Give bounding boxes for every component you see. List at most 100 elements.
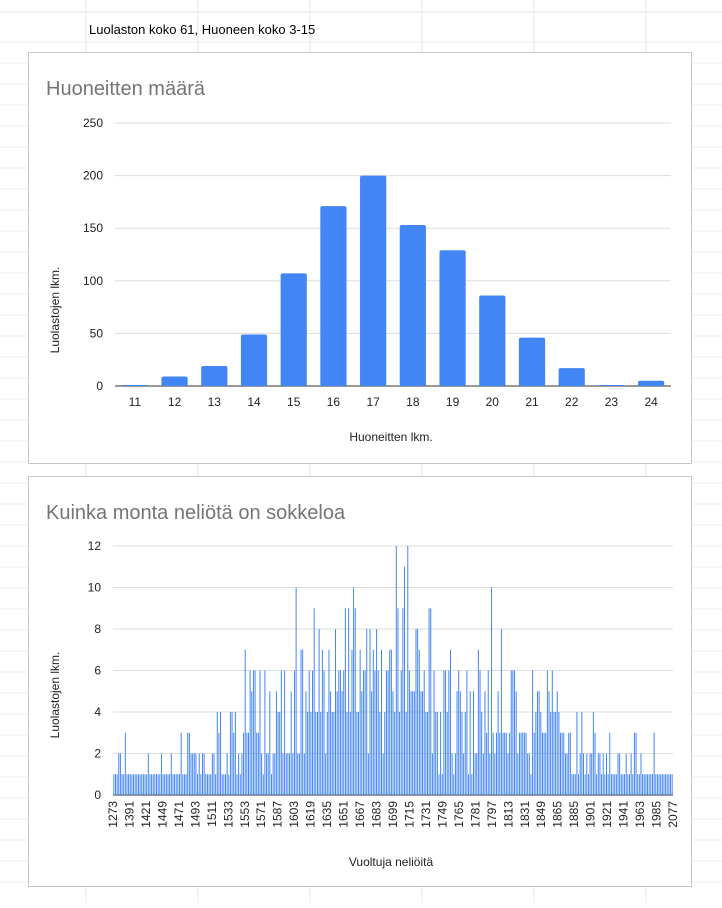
x-tick-label: 1781 (468, 801, 482, 828)
bar (568, 732, 570, 795)
bar (251, 691, 253, 795)
bar (154, 774, 156, 795)
bar (172, 774, 174, 795)
x-tick-label: 1963 (633, 801, 647, 828)
bar (202, 753, 203, 795)
bar (658, 774, 660, 795)
bar (476, 753, 478, 795)
x-tick-label: 1421 (139, 801, 153, 828)
y-tick-label: 8 (94, 622, 101, 636)
bar (198, 753, 200, 795)
bar (564, 753, 566, 795)
bar (193, 753, 195, 795)
bar (425, 712, 427, 795)
bar (353, 587, 355, 795)
bar (500, 629, 502, 795)
bar (461, 712, 463, 795)
bar (187, 732, 189, 795)
bar (165, 774, 167, 795)
bar (431, 753, 433, 795)
bar (550, 712, 552, 795)
bar (316, 712, 318, 795)
bar (530, 774, 532, 795)
bar (408, 670, 410, 795)
x-tick-label: 1391 (122, 801, 136, 828)
bar (627, 774, 629, 795)
bar (338, 670, 340, 795)
bar (647, 774, 649, 795)
bar (563, 732, 565, 795)
bar (472, 691, 474, 795)
x-tick-label: 1941 (617, 801, 631, 828)
bar (546, 670, 548, 795)
bar (459, 691, 461, 795)
bar (360, 175, 387, 386)
x-axis-label: Huoneitten lkm. (349, 430, 432, 444)
bar (269, 691, 271, 795)
bar (574, 774, 576, 795)
bar (343, 670, 345, 795)
bar (220, 712, 222, 795)
bar (591, 753, 593, 795)
bar (282, 753, 284, 795)
bar (229, 712, 231, 795)
bar (505, 732, 507, 795)
bar (261, 753, 263, 795)
bar (275, 691, 277, 795)
x-tick-label: 1901 (584, 801, 598, 828)
bar (638, 380, 665, 386)
chart-maze-area[interactable]: Kuinka monta neliötä on sokkeloa Luolast… (28, 476, 692, 887)
cell-text[interactable]: Luolaston koko 61, Huoneen koko 3-15 (89, 22, 316, 37)
chart-room-count[interactable]: Huoneitten määrä Luolastojen lkm. Huonei… (28, 52, 692, 464)
bar (182, 774, 184, 795)
bar (146, 774, 148, 795)
bar (119, 753, 121, 795)
bar (385, 670, 387, 795)
bar (305, 691, 307, 795)
bar (479, 670, 481, 795)
bar (149, 774, 151, 795)
bar (471, 774, 473, 795)
bar (573, 774, 575, 795)
bar (417, 629, 419, 795)
bar (492, 732, 494, 795)
bar (180, 732, 182, 795)
bar (113, 774, 115, 795)
bar (124, 732, 126, 795)
y-tick-label: 250 (83, 116, 103, 130)
bar (177, 774, 179, 795)
y-tick-label: 10 (88, 581, 102, 595)
bar (551, 670, 553, 795)
bar (313, 608, 315, 795)
y-gridlines (113, 545, 673, 796)
bar (651, 774, 653, 795)
bar (622, 774, 624, 795)
bar (280, 670, 282, 795)
bar (543, 732, 545, 795)
bar (666, 774, 668, 795)
bar (548, 691, 550, 795)
bar (147, 753, 149, 795)
bar (264, 670, 266, 795)
bar (412, 691, 414, 795)
bar (208, 774, 210, 795)
bar (558, 368, 585, 386)
bar (619, 753, 621, 795)
bar (656, 774, 658, 795)
bar (312, 670, 314, 795)
bar (605, 753, 607, 795)
chart-title: Huoneitten määrä (46, 78, 206, 100)
bar (280, 273, 307, 386)
bar (587, 774, 589, 795)
bar (162, 774, 164, 795)
bar (578, 774, 580, 795)
bar (556, 691, 558, 795)
bar (241, 753, 243, 795)
bar (225, 774, 226, 795)
bar (358, 712, 360, 795)
bar (538, 691, 540, 795)
bar (392, 691, 394, 795)
bar (381, 649, 382, 795)
bar (284, 670, 286, 795)
bar (653, 732, 655, 795)
